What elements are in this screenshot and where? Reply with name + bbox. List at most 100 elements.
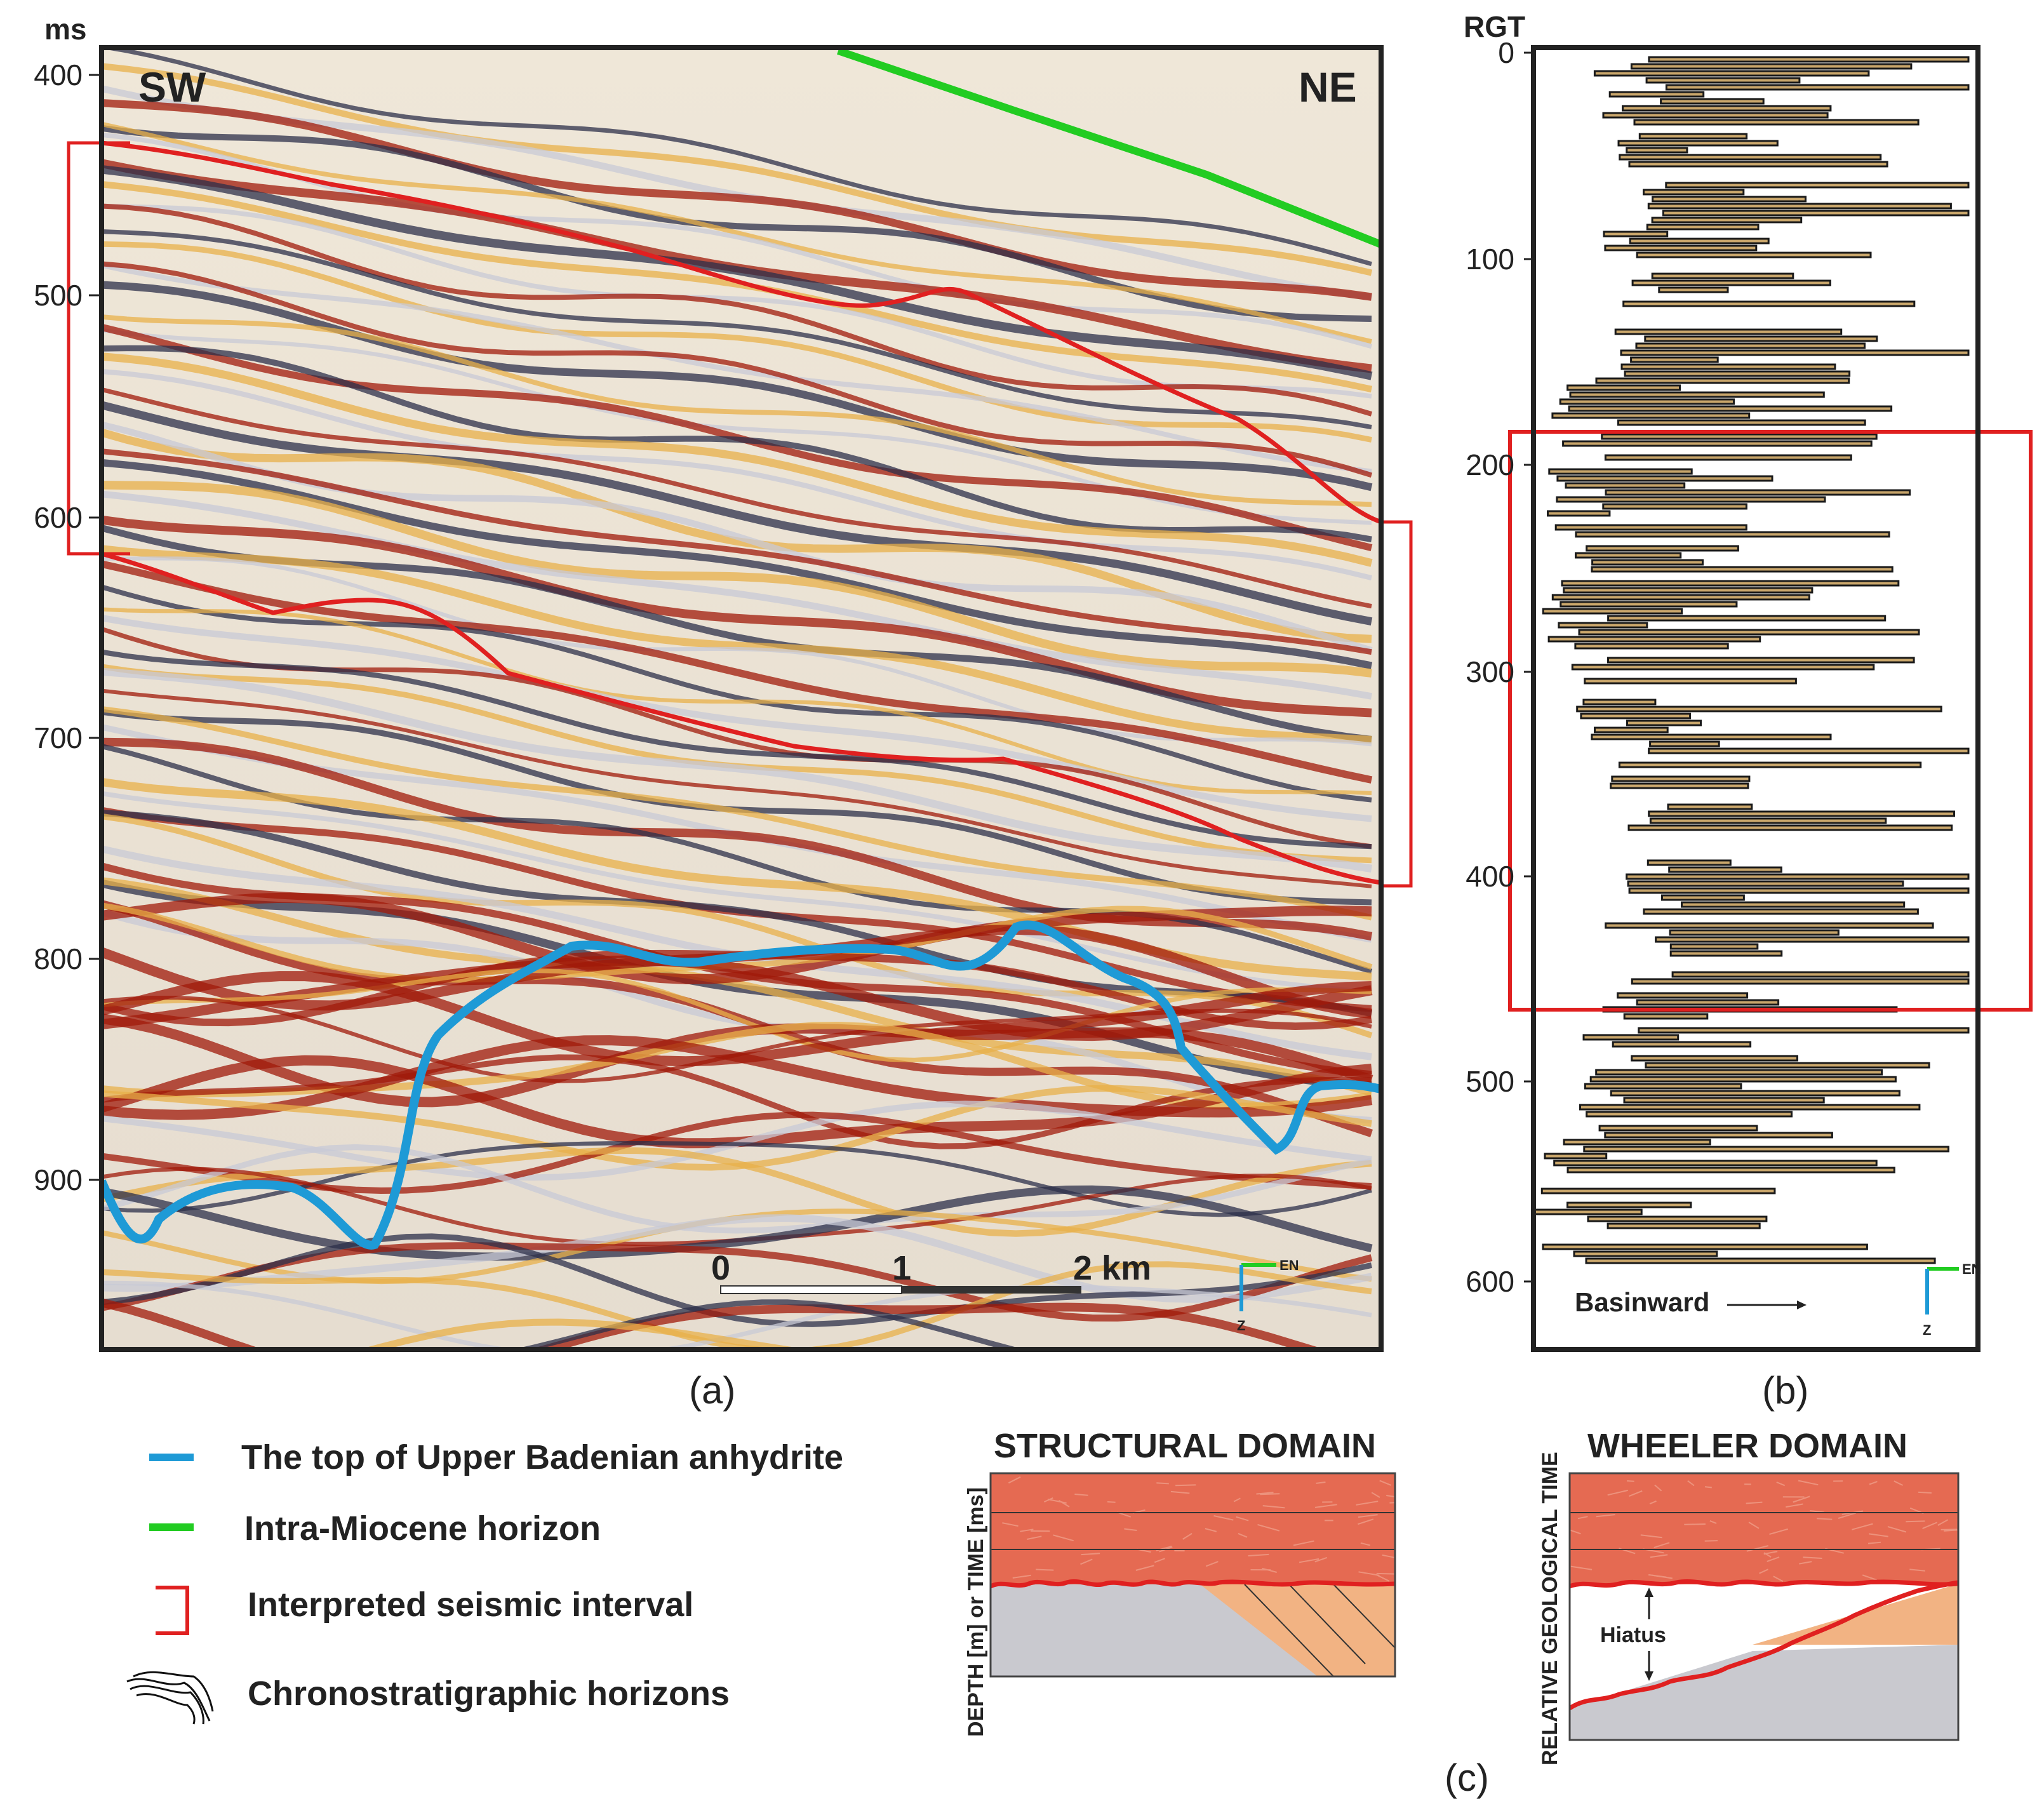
horizon-bar <box>1610 782 1749 789</box>
horizon-bar <box>1647 859 1732 866</box>
rock-texture-stroke <box>1238 1532 1248 1538</box>
horizon-bar <box>1594 726 1669 733</box>
horizon-bar <box>1655 936 1970 943</box>
horizon-bar <box>1604 244 1758 251</box>
panel-a-frame <box>99 45 1384 1352</box>
rock-texture-stroke <box>1316 1482 1326 1484</box>
horizon-bar <box>1617 419 1866 426</box>
rock-texture-stroke <box>1135 1565 1154 1571</box>
horizon-bar <box>1578 629 1920 636</box>
horizon-bar <box>1617 140 1779 147</box>
horizon-bar <box>1651 272 1794 279</box>
rock-texture-stroke <box>1002 1522 1019 1527</box>
horizon-bar <box>1619 154 1882 161</box>
seismic-reflection <box>102 48 1372 267</box>
horizon-bar <box>1605 922 1934 929</box>
horizon-bar <box>1547 510 1611 517</box>
rock-texture-stroke <box>1940 1528 1958 1530</box>
direction-right-label: NE <box>1299 64 1357 110</box>
horizon-bar <box>1591 566 1894 573</box>
orientation-down-label: Z <box>1237 1318 1245 1334</box>
rock-texture-stroke <box>1684 1523 1706 1525</box>
horizon-bar <box>1630 356 1719 363</box>
horizon-bar <box>1582 699 1657 706</box>
rock-texture-stroke <box>1767 1556 1780 1562</box>
rock-texture-stroke <box>1248 1553 1269 1556</box>
rock-texture-stroke <box>1867 1541 1881 1544</box>
horizon-bar <box>1604 454 1852 461</box>
rock-texture-stroke <box>1654 1484 1662 1492</box>
horizon-bar <box>1563 1139 1711 1146</box>
y-tick-label: 600 <box>34 501 83 534</box>
horizon-bar <box>1633 119 1920 126</box>
horizon-bar <box>1598 1125 1758 1132</box>
horizon-bar <box>1629 237 1770 244</box>
rock-texture-stroke <box>1382 1554 1395 1559</box>
rgt-tick-label: 300 <box>1466 655 1514 688</box>
rock-texture-stroke <box>1124 1528 1137 1531</box>
horizon-bar <box>1622 105 1832 112</box>
scale-label-2: 2 km <box>1073 1249 1151 1287</box>
legend-label-chronostrat: Chronostratigraphic horizons <box>248 1675 730 1713</box>
rock-texture-stroke <box>1012 1574 1031 1579</box>
structural-domain-title: STRUCTURAL DOMAIN <box>994 1427 1376 1465</box>
horizon-bar <box>1669 950 1783 957</box>
horizon-bar <box>1628 887 1970 894</box>
rock-texture-stroke <box>1894 1480 1904 1486</box>
y-tick-label: 400 <box>34 58 83 91</box>
interpreted-interval-bracket-right <box>1381 520 1413 888</box>
horizon-bar <box>1669 943 1759 950</box>
horizon-bar <box>1620 363 1836 370</box>
legend-label-miocene: Intra-Miocene horizon <box>244 1509 601 1548</box>
rock-texture-stroke <box>1233 1497 1241 1502</box>
wheeler-domain-panel: WHEELER DOMAIN Hiatus RELATIVE GEOLOGICA… <box>1445 1427 1960 1799</box>
rock-texture-stroke <box>1869 1481 1878 1485</box>
horizon-bar <box>1665 84 1970 91</box>
horizon-bar <box>1585 1257 1936 1264</box>
seismic-reflection <box>102 124 1372 322</box>
rock-texture-stroke <box>1803 1556 1822 1559</box>
structural-unconformity <box>991 1579 1395 1589</box>
horizon-bar <box>1566 1201 1692 1208</box>
horizon-bar <box>1558 622 1648 629</box>
horizon-bar <box>1584 678 1797 685</box>
horizon-bar <box>1668 866 1782 873</box>
horizon-bar <box>1540 1187 1776 1194</box>
rock-texture-stroke <box>1358 1518 1374 1525</box>
seismic-reflection <box>102 737 1373 941</box>
y-tick-label: 700 <box>34 721 83 754</box>
horizon-bar <box>1623 1013 1709 1020</box>
seismic-reflection <box>102 1298 1325 1349</box>
seismic-reflection <box>102 791 1372 995</box>
seismic-reflection <box>102 63 1373 276</box>
rock-texture-stroke <box>1379 1480 1392 1486</box>
rock-texture-stroke <box>1170 1490 1190 1494</box>
horizon-bar <box>1601 433 1878 440</box>
horizon-bar <box>1586 1111 1793 1118</box>
panel-b-caption: (b) <box>1762 1369 1808 1412</box>
seismic-reflection <box>102 387 1372 609</box>
horizon-bar <box>1556 475 1773 482</box>
rock-texture-stroke <box>1074 1494 1088 1496</box>
seismic-reflection <box>359 1318 809 1349</box>
seismic-reflection <box>102 688 1372 888</box>
scale-label-0: 0 <box>711 1249 730 1287</box>
horizon-bar <box>1628 161 1888 168</box>
rock-texture-stroke <box>1080 1558 1093 1565</box>
seismic-reflection <box>102 165 1373 380</box>
horizon-bar <box>1669 929 1840 936</box>
horizon-bar <box>1605 489 1911 496</box>
horizon-bar <box>1649 740 1720 747</box>
seismic-reflection <box>102 281 1373 492</box>
rock-texture-stroke <box>1360 1542 1370 1546</box>
seismic-reflection <box>102 892 1372 985</box>
horizon-bar <box>1648 747 1970 754</box>
seismic-reflection <box>102 545 1372 744</box>
horizon-bar <box>1612 1041 1752 1048</box>
rock-texture-stroke <box>1759 1569 1768 1574</box>
horizon-bar <box>1579 1104 1921 1111</box>
rock-texture-stroke <box>1862 1574 1877 1581</box>
horizon-bar <box>1660 98 1765 105</box>
seismic-reflection <box>102 1280 1372 1349</box>
horizon-bar <box>1648 56 1970 63</box>
